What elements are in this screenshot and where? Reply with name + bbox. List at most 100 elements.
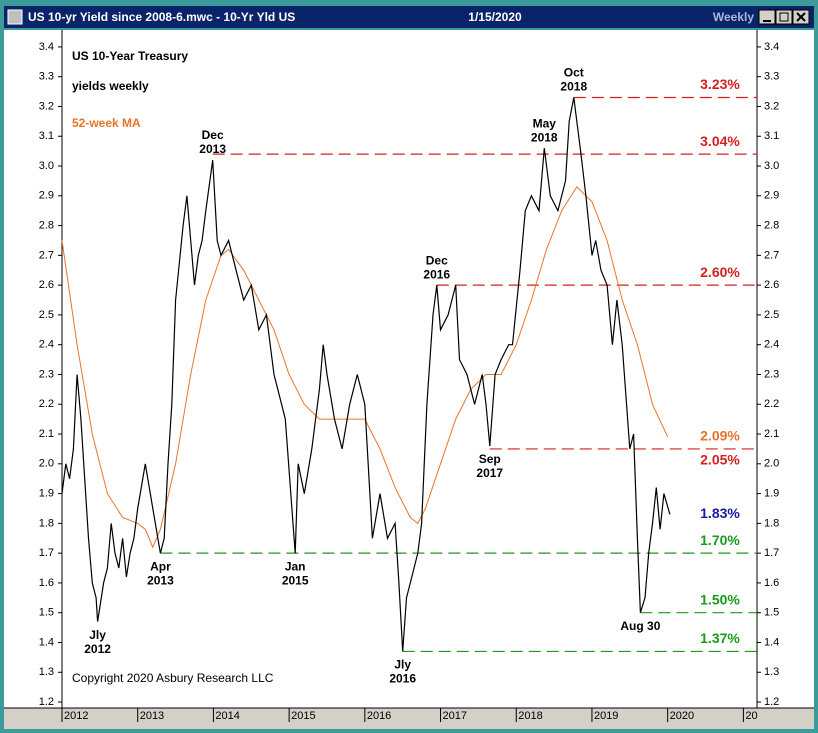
annotation: Dec bbox=[426, 253, 448, 267]
chart-title: US 10-Year Treasury bbox=[72, 49, 188, 63]
y-tick-label: 1.8 bbox=[39, 517, 54, 529]
y-tick-label: 2.6 bbox=[764, 279, 779, 291]
x-tick-label: 2012 bbox=[64, 710, 88, 722]
level-label: 2.09% bbox=[700, 428, 740, 444]
y-tick-label: 1.6 bbox=[764, 577, 779, 589]
close-icon bbox=[796, 12, 806, 22]
level-label: 3.04% bbox=[700, 133, 740, 149]
window-period: Weekly bbox=[713, 10, 754, 24]
y-tick-label: 2.7 bbox=[764, 249, 779, 261]
annotation: 2018 bbox=[560, 80, 587, 94]
annotation: 2017 bbox=[476, 466, 503, 480]
maximize-icon bbox=[779, 12, 789, 22]
y-tick-label: 3.4 bbox=[764, 41, 779, 53]
x-tick-label: 2017 bbox=[443, 710, 467, 722]
x-tick-label: 2014 bbox=[215, 710, 239, 722]
level-label: 1.70% bbox=[700, 532, 740, 548]
annotation: 2016 bbox=[389, 672, 416, 686]
x-tick-label: 2015 bbox=[291, 710, 315, 722]
window-title: US 10-yr Yield since 2008-6.mwc - 10-Yr … bbox=[28, 10, 295, 24]
app-icon bbox=[7, 9, 23, 25]
level-label: 2.60% bbox=[700, 264, 740, 280]
level-label: 1.83% bbox=[700, 505, 740, 521]
x-tick-label: 2018 bbox=[518, 710, 542, 722]
y-tick-label: 3.1 bbox=[39, 130, 54, 142]
y-tick-label: 1.4 bbox=[39, 636, 54, 648]
annotation: 2012 bbox=[84, 642, 111, 656]
y-tick-label: 2.8 bbox=[39, 219, 54, 231]
x-tick-label: 2020 bbox=[670, 710, 694, 722]
y-tick-label: 3.3 bbox=[39, 71, 54, 83]
x-tick-label: 2013 bbox=[140, 710, 164, 722]
series-line bbox=[61, 186, 669, 549]
y-tick-label: 2.5 bbox=[764, 309, 779, 321]
annotation: Sep bbox=[479, 452, 501, 466]
y-tick-label: 3.2 bbox=[764, 100, 779, 112]
y-tick-label: 1.8 bbox=[764, 517, 779, 529]
y-tick-label: 2.0 bbox=[764, 458, 779, 470]
annotation: Apr bbox=[150, 559, 171, 573]
y-tick-label: 2.3 bbox=[764, 368, 779, 380]
annotation: Aug 30 bbox=[620, 619, 660, 633]
y-tick-label: 2.3 bbox=[39, 368, 54, 380]
annotation: 2015 bbox=[282, 573, 309, 587]
annotation: Jan bbox=[285, 559, 306, 573]
y-tick-label: 1.5 bbox=[764, 607, 779, 619]
level-label: 1.37% bbox=[700, 630, 740, 646]
y-tick-label: 2.9 bbox=[39, 190, 54, 202]
chart-area bbox=[4, 30, 814, 729]
annotation: 2016 bbox=[423, 267, 450, 281]
ma-label: 52-week MA bbox=[72, 116, 141, 130]
y-tick-label: 1.5 bbox=[39, 607, 54, 619]
y-tick-label: 1.3 bbox=[39, 666, 54, 678]
maximize-button[interactable] bbox=[775, 9, 793, 25]
y-tick-label: 3.1 bbox=[764, 130, 779, 142]
window-date: 1/15/2020 bbox=[468, 10, 522, 24]
y-tick-label: 1.2 bbox=[39, 696, 54, 708]
y-tick-label: 2.2 bbox=[764, 398, 779, 410]
y-tick-label: 3.4 bbox=[39, 41, 54, 53]
annotation: May bbox=[533, 116, 557, 130]
level-label: 3.23% bbox=[700, 76, 740, 92]
y-tick-label: 1.4 bbox=[764, 636, 779, 648]
y-tick-label: 1.7 bbox=[39, 547, 54, 559]
y-tick-label: 2.4 bbox=[39, 339, 54, 351]
y-tick-label: 3.3 bbox=[764, 71, 779, 83]
level-label: 2.05% bbox=[700, 452, 740, 468]
y-tick-label: 2.8 bbox=[764, 219, 779, 231]
y-tick-label: 3.2 bbox=[39, 100, 54, 112]
y-tick-label: 2.6 bbox=[39, 279, 54, 291]
y-tick-label: 2.4 bbox=[764, 339, 779, 351]
y-tick-label: 2.1 bbox=[764, 428, 779, 440]
y-tick-label: 2.9 bbox=[764, 190, 779, 202]
y-tick-label: 3.0 bbox=[764, 160, 779, 172]
series-line bbox=[61, 97, 671, 652]
x-axis-band bbox=[4, 708, 814, 729]
copyright: Copyright 2020 Asbury Research LLC bbox=[72, 671, 274, 685]
annotation: 2013 bbox=[199, 142, 226, 156]
y-tick-label: 1.7 bbox=[764, 547, 779, 559]
x-tick-label: 2016 bbox=[367, 710, 391, 722]
y-tick-label: 1.9 bbox=[764, 487, 779, 499]
y-tick-label: 1.2 bbox=[764, 696, 779, 708]
chart-title: yields weekly bbox=[72, 79, 149, 93]
y-tick-label: 2.0 bbox=[39, 458, 54, 470]
x-tick-label: 20 bbox=[745, 710, 757, 722]
y-tick-label: 1.9 bbox=[39, 487, 54, 499]
annotation: 2013 bbox=[147, 573, 174, 587]
x-tick-label: 2019 bbox=[594, 710, 618, 722]
annotation: 2018 bbox=[531, 130, 558, 144]
annotation: Jly bbox=[394, 658, 411, 672]
y-tick-label: 1.6 bbox=[39, 577, 54, 589]
y-tick-label: 2.1 bbox=[39, 428, 54, 440]
y-tick-label: 2.2 bbox=[39, 398, 54, 410]
y-tick-label: 1.3 bbox=[764, 666, 779, 678]
level-label: 1.50% bbox=[700, 591, 740, 607]
title-bar bbox=[4, 6, 814, 28]
annotation: Jly bbox=[89, 628, 106, 642]
y-tick-label: 2.5 bbox=[39, 309, 54, 321]
annotation: Dec bbox=[202, 128, 224, 142]
y-tick-label: 2.7 bbox=[39, 249, 54, 261]
annotation: Oct bbox=[564, 66, 584, 80]
